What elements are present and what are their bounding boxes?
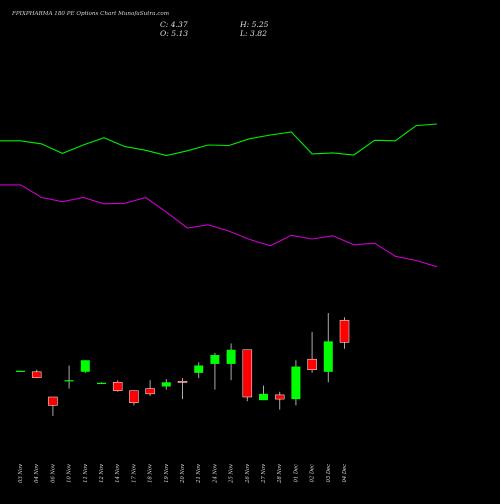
candle-body <box>64 380 74 382</box>
candle-body <box>16 370 25 372</box>
candle-body <box>80 360 90 372</box>
x-tick-label: 28 Nov <box>277 464 283 484</box>
x-tick-label: 14 Nov <box>115 464 121 483</box>
candles <box>16 313 350 416</box>
x-tick-label: 27 Nov <box>261 464 267 484</box>
candle-body <box>194 365 204 373</box>
candle-body <box>177 381 188 383</box>
x-tick-label: 03 Dec <box>326 464 332 482</box>
chart-title: FPIXPHARMA 180 PE Options Chart MunafaSu… <box>12 11 170 17</box>
candle-body <box>97 382 106 385</box>
x-tick-label: 21 Nov <box>196 464 202 484</box>
x-tick-label: 18 Nov <box>148 464 154 483</box>
x-tick-label: 26 Nov <box>245 464 251 484</box>
candle-body <box>226 349 236 364</box>
candle-body <box>339 320 350 343</box>
indicator-lines <box>0 123 438 268</box>
candle-body <box>210 355 220 364</box>
x-tick-label: 03 Nov <box>18 464 24 483</box>
candle-body <box>112 382 123 391</box>
x-tick-label: 19 Nov <box>164 464 170 483</box>
x-tick-label: 12 Nov <box>99 464 105 483</box>
candle-body <box>291 366 301 400</box>
x-tick-label: 10 Nov <box>67 464 73 483</box>
x-tick-label: 04 Dec <box>342 464 348 482</box>
candle-body <box>129 390 139 404</box>
x-tick-label: 17 Nov <box>131 464 137 483</box>
candle-body <box>31 371 42 378</box>
upper-indicator-line <box>0 123 438 157</box>
x-tick-label: 24 Nov <box>212 464 218 484</box>
candle-body <box>307 358 317 370</box>
x-tick-label: 01 Dec <box>293 464 299 482</box>
x-tick-label: 04 Nov <box>34 464 40 483</box>
candle-body <box>274 394 285 400</box>
candle-body <box>323 341 333 372</box>
close-value: C: 4.37 <box>160 20 188 29</box>
high-value: H: 5.25 <box>240 20 269 29</box>
x-tick-label: 25 Nov <box>229 464 235 484</box>
x-tick-label: 02 Dec <box>310 464 316 482</box>
x-tick-label: 06 Nov <box>50 464 56 483</box>
candle-body <box>161 382 171 387</box>
lower-indicator-line <box>0 184 438 268</box>
candle-body <box>259 393 268 401</box>
candle-body <box>145 388 155 395</box>
candle-body <box>242 349 253 398</box>
x-tick-label: 11 Nov <box>83 464 89 483</box>
low-value: L: 3.82 <box>240 29 267 38</box>
candle-body <box>48 396 58 406</box>
x-tick-label: 20 Nov <box>180 464 186 484</box>
open-value: O: 5.13 <box>160 29 189 38</box>
x-axis-labels: 03 Nov 04 Nov 06 Nov 10 Nov 11 Nov 12 Nov 14 N… <box>18 464 348 484</box>
